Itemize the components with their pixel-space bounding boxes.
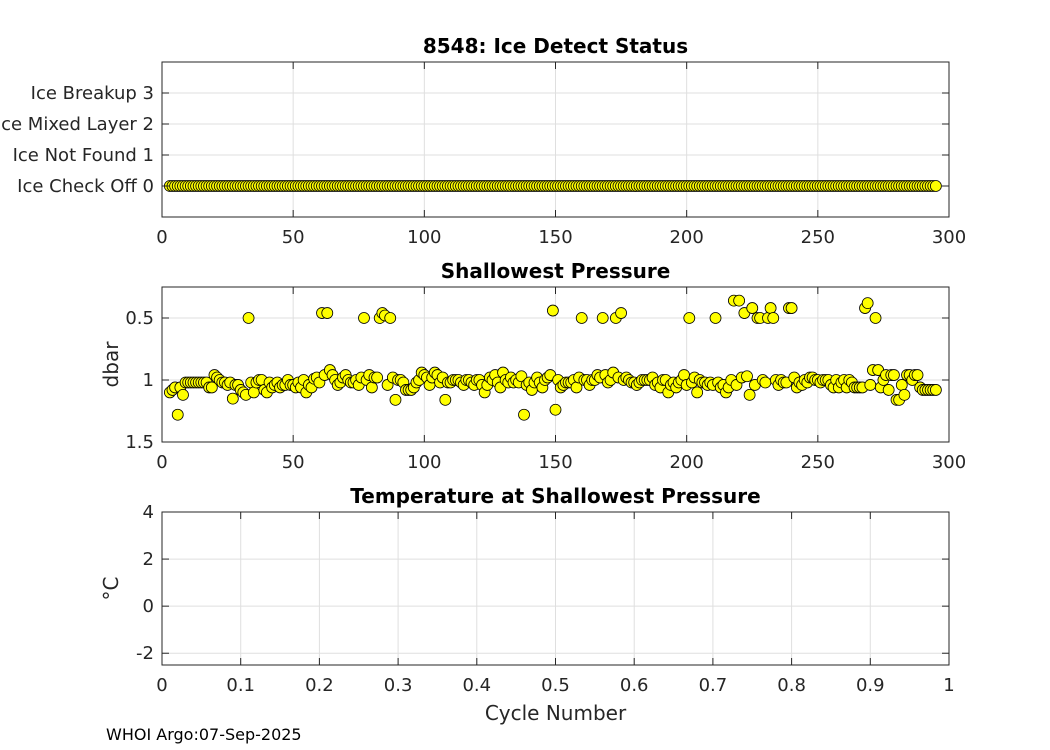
data-point [205,381,218,394]
y-axis-label: dbar [99,341,123,388]
data-point [929,384,942,396]
footer-credit: WHOI Argo:07-Sep-2025 [106,725,302,744]
x-tick-label: 0.7 [699,675,728,696]
data-point [439,393,452,406]
data-point [389,393,402,406]
y-tick-label: Ice Breakup 3 [31,83,154,104]
x-tick-label: 300 [932,227,966,248]
chart-panel-3: 0 0.1 0.2 0.3 0.4 0.5 0.6 0.7 0.8 0.9 1-2024Temper… [99,484,955,725]
data-point [546,304,559,317]
x-tick-label: 0.6 [620,675,649,696]
data-point [242,312,255,324]
x-axis-label: Cycle Number [485,701,627,725]
data-point [691,386,704,399]
data-point [895,379,908,391]
x-tick-label: 100 [407,452,441,473]
data-point [869,312,882,324]
chart-panel-1: 0 50 100 150 200 250 300 Ice Check Off 0 Ice Not… [0,34,966,248]
data-point [518,408,530,421]
data-point [864,379,877,391]
data-point [247,386,260,399]
data-point [929,180,942,192]
x-tick-label: 0.4 [462,675,491,696]
x-tick-label: 200 [669,227,703,248]
data-point [733,294,746,307]
y-tick-label: 4 [143,502,154,523]
x-tick-label: 0 [156,452,167,473]
data-point [882,384,895,396]
x-tick-label: 0 [156,227,167,248]
x-tick-label: 0.2 [305,675,334,696]
data-point [549,403,562,416]
x-tick-label: 50 [282,227,305,248]
data-point [226,392,239,405]
data-point [371,371,384,384]
chart-title: 8548: Ice Detect Status [423,34,688,58]
data-point [767,312,780,324]
data-point [746,302,759,314]
chart-panel-2: 0 50 100 150 200 250 300 0.5 1 1.5 Shallowest Pres… [99,259,966,473]
x-tick-label: 300 [932,452,966,473]
data-point [898,388,911,401]
y-tick-label: 1 [143,370,154,391]
data-point [861,297,874,310]
x-tick-label: 150 [538,452,572,473]
y-tick-label: 0 [143,596,154,617]
data-point [384,312,397,324]
data-point [177,388,189,401]
data-point [515,370,528,383]
y-tick-label: -2 [136,643,154,664]
x-tick-label: 200 [669,452,703,473]
y-tick-label: 1.5 [125,432,154,453]
y-tick-label: Ice Check Off 0 [17,176,154,197]
x-tick-label: 0.1 [226,675,255,696]
data-point [709,312,722,324]
data-point [888,369,900,381]
y-tick-label: Ice Mixed Layer 2 [0,114,154,135]
y-axis-label: °C [99,577,123,601]
data-point [171,408,184,421]
data-point [596,312,609,324]
data-point [321,307,334,319]
x-tick-label: 0.3 [384,675,413,696]
data-point [785,302,798,314]
x-tick-label: 0 [156,675,167,696]
chart-title: Temperature at Shallowest Pressure [350,484,760,508]
x-tick-label: 250 [801,452,835,473]
y-tick-label: 0.5 [125,308,154,329]
data-point [615,307,627,319]
data-point [575,312,588,324]
x-tick-label: 0.9 [856,675,885,696]
data-point [764,302,777,314]
x-tick-label: 100 [407,227,441,248]
data-point [741,370,753,383]
x-tick-label: 0.5 [541,675,570,696]
x-tick-label: 250 [801,227,835,248]
data-point [683,312,696,324]
y-tick-label: Ice Not Found 1 [13,145,154,166]
chart-title: Shallowest Pressure [441,259,671,283]
x-tick-label: 1 [943,675,954,696]
x-tick-label: 150 [538,227,572,248]
data-point [759,376,772,389]
x-tick-label: 50 [282,452,305,473]
data-point [743,388,756,401]
x-tick-label: 0.8 [777,675,806,696]
y-tick-label: 2 [143,549,154,570]
data-point [911,369,924,381]
data-point [365,381,378,394]
data-point [358,312,370,324]
